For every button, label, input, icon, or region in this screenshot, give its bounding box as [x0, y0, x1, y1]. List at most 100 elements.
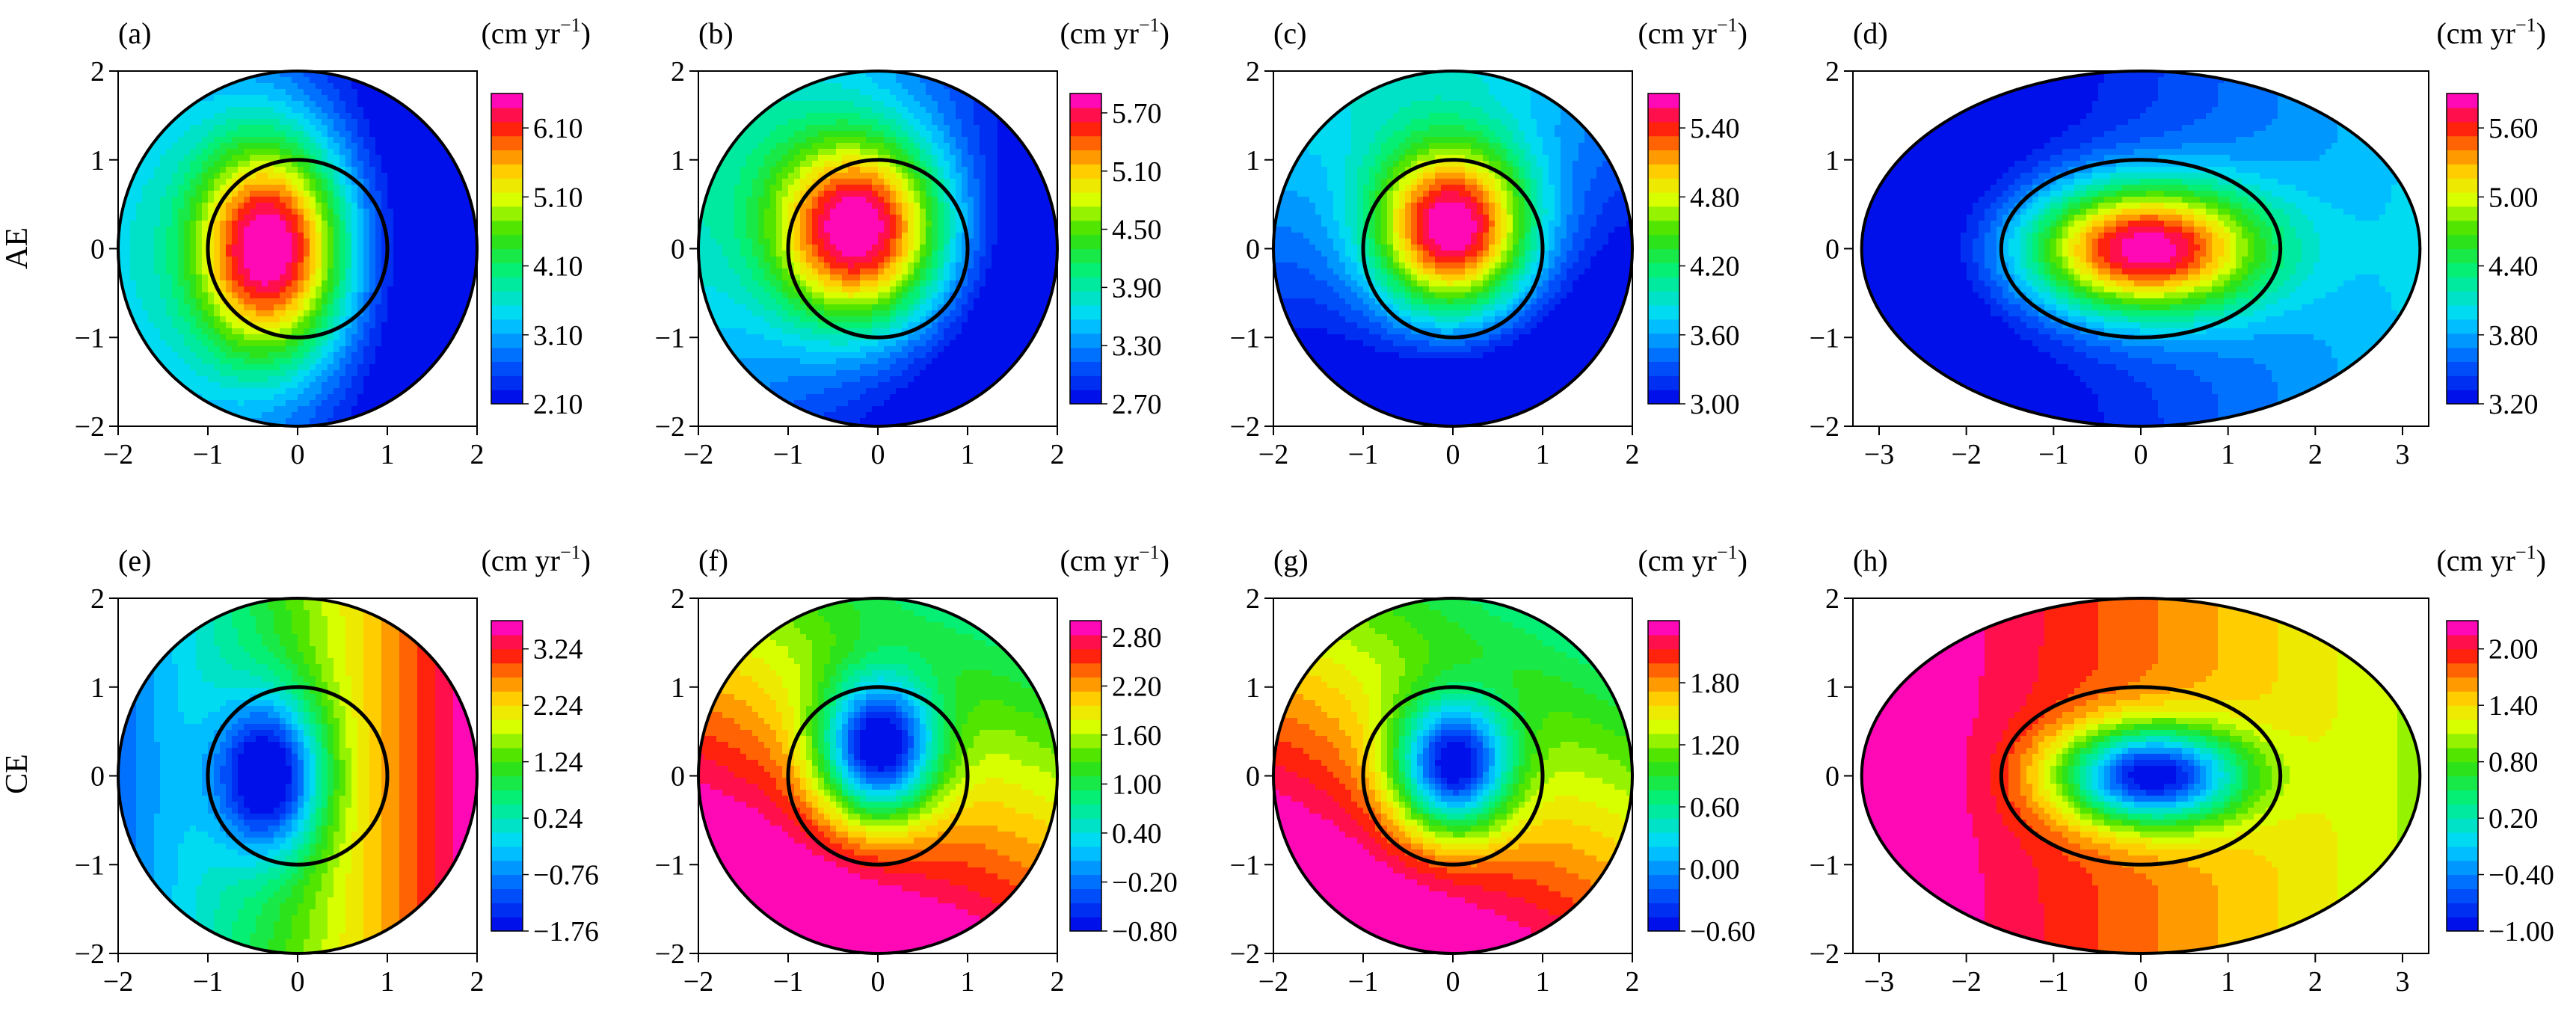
colorbar-tick-label: −1.00: [2489, 916, 2554, 947]
colorbar: 3.20 3.80 4.40 5.00 5.60: [2446, 93, 2539, 420]
colorbar-tick-label: 5.00: [2489, 182, 2539, 213]
colorbar-tick-label: 3.30: [1112, 331, 1162, 362]
x-tick-label: −1: [2038, 966, 2068, 998]
x-tick-label: −1: [193, 966, 223, 998]
panel-d: −3 −2 −1 0 1 2 3 −2 −1 0 1 2 (d) (cm yr−1) 3.20 3.80 4.4…: [1810, 14, 2546, 470]
x-tick-label: 2: [1626, 966, 1640, 998]
y-tick-label: −1: [1810, 322, 1839, 354]
y-tick-label: 0: [1825, 761, 1839, 793]
y-tick-label: 0: [1246, 761, 1260, 793]
panel-label: (a): [118, 16, 151, 50]
colorbar-tick-label: 3.80: [2489, 320, 2539, 351]
y-tick-label: 2: [1825, 583, 1839, 615]
colorbar-tick-label: 0.00: [1690, 854, 1740, 885]
unit-label: (cm yr−1): [1638, 541, 1747, 577]
x-tick-label: 0: [871, 966, 885, 998]
panel-g: −2 −1 0 1 2 −2 −1 0 1 2 (g) (cm yr−1) −0.60 0.00 0.60 1…: [1230, 541, 1756, 998]
y-tick-label: 1: [671, 672, 685, 704]
panel-f: −2 −1 0 1 2 −2 −1 0 1 2 (f) (cm yr−1) −0.80 −0.20 0.40…: [655, 541, 1178, 998]
x-tick-label: −2: [683, 966, 713, 998]
x-tick-label: −2: [1258, 439, 1288, 470]
panel-label: (e): [118, 544, 151, 577]
y-tick-label: −1: [75, 322, 105, 354]
unit-label: (cm yr−1): [1060, 541, 1169, 577]
x-tick-label: 0: [871, 439, 885, 470]
x-tick-label: 1: [961, 966, 975, 998]
x-tick-label: −2: [103, 439, 133, 470]
colorbar-tick-label: 1.20: [1690, 730, 1740, 761]
x-tick-label: 0: [2134, 439, 2148, 470]
y-tick-label: 0: [671, 761, 685, 793]
y-tick-label: 2: [1246, 56, 1260, 87]
colorbar-tick-label: 0.60: [1690, 792, 1740, 823]
colorbar-tick-label: 2.70: [1112, 389, 1162, 420]
colorbar-tick-label: 3.10: [533, 320, 583, 351]
y-tick-label: 2: [90, 583, 105, 615]
panel-e: −2 −1 0 1 2 −2 −1 0 1 2 (e) (cm yr−1) −1.76 −0.76 0.24…: [75, 541, 599, 998]
colorbar-tick-label: 0.24: [533, 803, 583, 835]
x-tick-label: 2: [1051, 966, 1065, 998]
colorbar-tick-label: 4.10: [533, 251, 583, 283]
colorbar-tick-label: 5.40: [1690, 113, 1740, 144]
x-tick-label: 0: [1446, 439, 1460, 470]
x-tick-label: −1: [773, 439, 803, 470]
x-tick-label: −1: [773, 966, 803, 998]
panel-label: (g): [1273, 544, 1309, 577]
y-tick-label: −1: [1230, 850, 1260, 881]
colorbar-tick-label: 2.24: [533, 690, 583, 722]
unit-label: (cm yr−1): [1638, 14, 1747, 50]
colorbar-tick-label: 1.60: [1112, 720, 1162, 752]
x-tick-label: −3: [1864, 966, 1894, 998]
colorbar-tick-label: 4.20: [1690, 251, 1740, 283]
row-label-ae: AE: [0, 227, 34, 269]
colorbar-tick-label: 1.00: [1112, 769, 1162, 800]
x-tick-label: 2: [1626, 439, 1640, 470]
colorbar: −0.80 −0.20 0.40 1.00 1.60 2.20 2.80: [1069, 620, 1178, 947]
x-tick-label: −2: [683, 439, 713, 470]
x-tick-label: 3: [2396, 439, 2410, 470]
inner-boundary: [206, 685, 390, 867]
colorbar-tick-label: −0.60: [1690, 916, 1756, 947]
colorbar-tick-label: 3.20: [2489, 389, 2539, 420]
y-tick-label: −2: [1230, 411, 1260, 443]
y-tick-label: 1: [90, 672, 105, 704]
x-tick-label: −1: [1348, 439, 1378, 470]
x-tick-label: 2: [470, 439, 485, 470]
x-tick-label: −2: [1951, 439, 1981, 470]
colorbar-tick-label: 2.00: [2489, 634, 2539, 666]
heatmap-field: [1861, 71, 2420, 426]
panel-label: (d): [1853, 16, 1888, 50]
y-tick-label: −2: [75, 938, 105, 970]
colorbar: −0.60 0.00 0.60 1.20 1.80: [1647, 620, 1756, 947]
panel-label: (c): [1273, 16, 1306, 50]
x-tick-label: −1: [1348, 966, 1378, 998]
colorbar-tick-label: 1.24: [533, 747, 583, 778]
colorbar-tick-label: 1.40: [2489, 690, 2539, 722]
colorbar-tick-label: 3.90: [1112, 272, 1162, 304]
colorbar-tick-label: 2.20: [1112, 671, 1162, 702]
y-tick-label: 1: [1246, 145, 1260, 176]
panel-h: −3 −2 −1 0 1 2 3 −2 −1 0 1 2 (h) (cm yr−1) −1.00 −0.40 0…: [1810, 541, 2554, 998]
colorbar-tick-label: 1.80: [1690, 668, 1740, 699]
y-tick-label: −2: [655, 938, 685, 970]
colorbar-tick-label: 5.60: [2489, 113, 2539, 144]
y-tick-label: −2: [1810, 938, 1839, 970]
y-tick-label: 2: [671, 56, 685, 87]
x-tick-label: 2: [470, 966, 485, 998]
panel-b: −2 −1 0 1 2 −2 −1 0 1 2 (b) (cm yr−1) 2.70 3.30 3.90 4.…: [655, 14, 1169, 470]
colorbar-tick-label: 3.24: [533, 634, 583, 666]
unit-label: (cm yr−1): [1060, 14, 1169, 50]
unit-label: (cm yr−1): [2436, 14, 2546, 50]
colorbar-tick-label: 2.10: [533, 389, 583, 420]
y-tick-label: 0: [671, 234, 685, 265]
panel-a: −2 −1 0 1 2 −2 −1 0 1 2 (a) (cm yr−1) 2.10 3.10 4.10 5.…: [75, 14, 591, 470]
colorbar-tick-label: 4.50: [1112, 215, 1162, 246]
colorbar: 2.70 3.30 3.90 4.50 5.10 5.70: [1069, 93, 1162, 420]
x-tick-label: −1: [2038, 439, 2068, 470]
inner-boundary: [1999, 685, 2283, 867]
y-tick-label: 1: [1825, 672, 1839, 704]
y-tick-label: −2: [655, 411, 685, 443]
unit-label: (cm yr−1): [2436, 541, 2546, 577]
y-tick-label: −1: [655, 322, 685, 354]
y-tick-label: 0: [1246, 234, 1260, 265]
